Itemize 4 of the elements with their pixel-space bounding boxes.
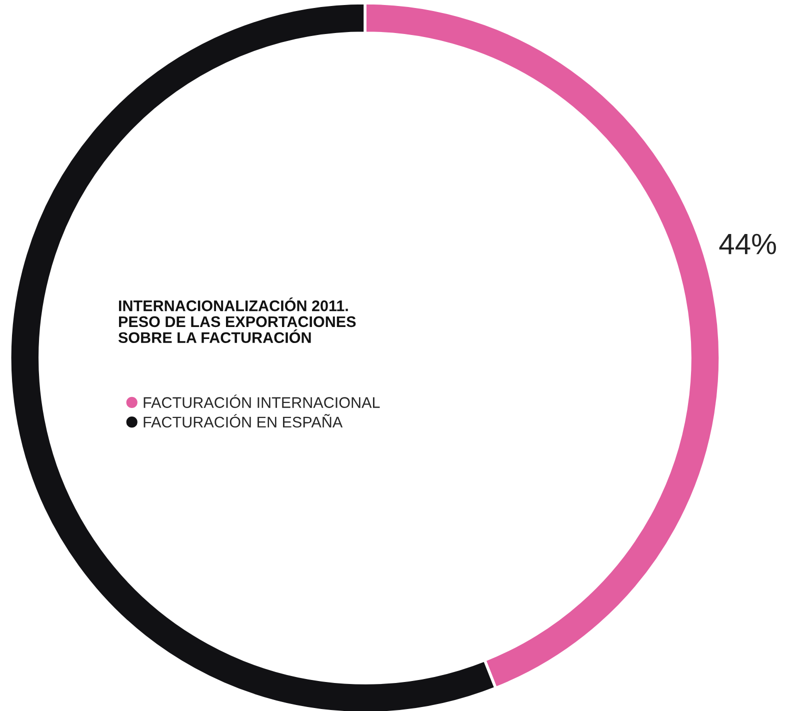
legend-label: FACTURACIÓN EN ESPAÑA (144, 414, 343, 428)
data-label: 44% (719, 234, 776, 254)
legend-label: FACTURACIÓN INTERNACIONAL (144, 394, 380, 408)
text: INTERNACIONALIZACIÓN 2011. PESO DE LAS EXPORTACIONES SOBRE LA FACTURACIÓN (118, 298, 356, 344)
